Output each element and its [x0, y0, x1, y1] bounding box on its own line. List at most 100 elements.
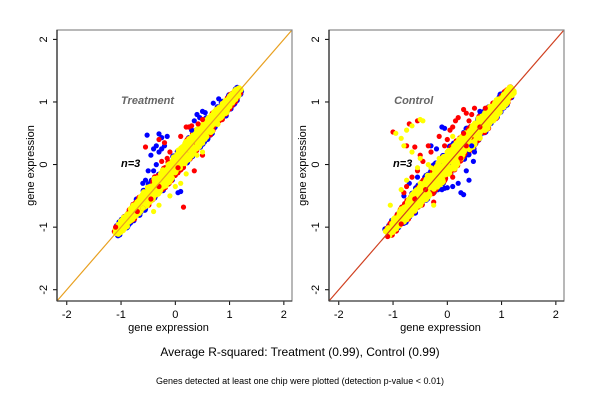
y-axis: -2 -1 0 1 2	[38, 36, 57, 295]
cloud-point-yellow	[466, 129, 473, 136]
x-axis-title: gene expression	[400, 322, 481, 334]
point-yellow	[178, 180, 184, 186]
point-red	[436, 133, 442, 139]
x-tick-label: 0	[172, 309, 178, 321]
x-tick-label: -2	[62, 309, 72, 321]
cloud-point-yellow	[403, 203, 410, 210]
point-yellow	[404, 177, 410, 183]
x-tick-label: 1	[227, 309, 233, 321]
point-blue	[148, 152, 154, 158]
n-annotation: n=3	[121, 158, 140, 170]
point-yellow	[199, 149, 206, 155]
point-red	[458, 155, 464, 161]
cloud-point-yellow	[153, 177, 160, 184]
point-blue	[216, 96, 222, 102]
point-red	[164, 155, 170, 161]
y-axis-title: gene expression	[25, 125, 37, 206]
point-red	[409, 174, 415, 180]
x-axis: -2 -1 0 1 2	[62, 301, 287, 321]
point-red	[461, 130, 467, 136]
point-yellow	[156, 202, 162, 208]
point-blue	[414, 174, 421, 180]
point-red	[425, 143, 431, 149]
cloud-point-yellow	[202, 128, 209, 135]
point-red	[450, 174, 456, 180]
y-tick-label: -1	[310, 222, 322, 232]
point-yellow	[167, 193, 173, 199]
cloud-point-yellow	[155, 190, 162, 197]
point-blue	[470, 158, 476, 164]
y-tick-label: 1	[38, 99, 50, 105]
point-blue	[142, 177, 149, 183]
y-tick-label: -2	[38, 285, 50, 295]
cloud-point-yellow	[432, 182, 439, 189]
point-yellow	[450, 133, 456, 139]
cloud-point-yellow	[165, 161, 172, 168]
point-blue	[191, 118, 197, 124]
cloud-point-yellow	[175, 147, 182, 154]
scatter-points	[385, 105, 488, 240]
scatter-points	[113, 96, 222, 230]
panel-control: -2 -1 0 1 2 -2 -1 0 1 2 Control n=3 gene express…	[297, 29, 565, 334]
cloud-point-yellow	[391, 223, 398, 230]
cloud-point-yellow	[441, 160, 448, 167]
cloud-point-yellow	[447, 166, 454, 173]
identity-line	[328, 29, 565, 302]
cloud-point-yellow	[128, 204, 135, 211]
n-annotation: n=3	[393, 158, 412, 170]
cloud-point-yellow	[227, 93, 234, 100]
cloud-point-yellow	[478, 119, 485, 126]
point-blue	[442, 125, 448, 131]
point-yellow	[420, 118, 426, 124]
point-yellow	[404, 127, 410, 133]
cloud-point-yellow	[466, 134, 473, 141]
point-yellow	[428, 165, 434, 171]
point-red	[455, 115, 461, 121]
point-blue	[466, 177, 472, 183]
cloud-point-yellow	[120, 214, 127, 221]
cloud-point-yellow	[226, 103, 233, 110]
point-red	[167, 149, 173, 155]
y-tick-label: 2	[38, 36, 50, 42]
cloud-point-yellow	[391, 219, 398, 226]
point-red	[461, 106, 467, 113]
point-red	[450, 124, 456, 130]
cloud-point-yellow	[138, 195, 145, 202]
cloud-point-yellow	[166, 177, 173, 184]
point-red	[199, 116, 206, 123]
point-red	[463, 110, 469, 116]
point-blue	[455, 180, 461, 186]
y-tick-label: 1	[310, 99, 322, 105]
point-red	[175, 165, 181, 171]
y-tick-label: -2	[310, 285, 322, 295]
point-yellow	[436, 155, 442, 161]
cloud-point-yellow	[487, 103, 494, 110]
point-red	[428, 149, 434, 155]
point-red	[444, 136, 450, 143]
cloud-point-yellow	[458, 150, 465, 157]
point-blue	[450, 183, 456, 190]
point-red	[142, 144, 149, 150]
point-red	[180, 204, 187, 210]
point-red	[442, 143, 448, 149]
x-tick-label: -2	[334, 309, 344, 321]
point-red	[156, 136, 162, 143]
point-blue	[442, 185, 448, 191]
point-yellow	[409, 123, 415, 129]
point-blue	[151, 146, 157, 152]
point-red	[195, 121, 201, 127]
x-tick-label: 2	[553, 309, 559, 321]
point-yellow	[431, 202, 437, 208]
point-blue	[469, 143, 475, 149]
point-yellow	[151, 208, 157, 215]
cloud-point-yellow	[187, 151, 194, 158]
cloud-point-yellow	[194, 129, 201, 136]
cloud-point-yellow	[133, 200, 140, 207]
point-yellow	[194, 152, 200, 158]
point-blue	[202, 110, 208, 116]
cloud-point-yellow	[196, 143, 203, 150]
panel-title: Treatment	[121, 95, 175, 107]
point-red	[161, 140, 168, 146]
point-red	[398, 221, 404, 227]
point-blue	[159, 146, 165, 152]
